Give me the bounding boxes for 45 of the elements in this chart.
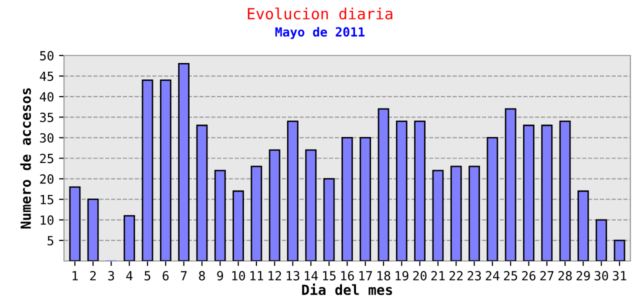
x-tick-label: 7 (180, 271, 187, 280)
x-tick-label: 6 (162, 271, 169, 280)
x-tick-label: 29 (576, 271, 590, 280)
x-tick-label: 26 (522, 271, 536, 280)
x-tick-label: 5 (144, 271, 150, 280)
y-tick-label: 20 (40, 174, 54, 184)
x-tick-label: 8 (199, 271, 205, 280)
x-tick-label: 20 (413, 271, 427, 280)
y-tick-label: 35 (40, 112, 54, 122)
x-tick-label: 2 (90, 271, 96, 280)
chart-subtitle: Mayo de 2011 (275, 26, 365, 40)
y-tick-label: 40 (40, 92, 54, 102)
x-tick-label: 21 (431, 271, 445, 280)
y-tick-label: 45 (40, 72, 54, 82)
x-tick-label: 18 (377, 271, 390, 280)
x-tick-label: 24 (486, 271, 500, 280)
x-tick-label: 25 (504, 271, 518, 280)
y-tick-label: 25 (40, 154, 54, 164)
x-tick-label: 1 (72, 271, 78, 280)
y-tick-label: 50 (40, 51, 54, 60)
x-tick-label: 9 (217, 271, 224, 280)
x-tick-label: 12 (268, 271, 282, 280)
y-tick-label: 5 (48, 236, 54, 246)
x-tick-label: 23 (468, 271, 481, 280)
y-tick-label: 10 (40, 215, 54, 225)
x-tick-label: 17 (359, 271, 372, 280)
y-tick-label: 15 (40, 195, 54, 204)
x-tick-label: 14 (304, 271, 318, 280)
x-tick-label: 10 (232, 271, 245, 280)
x-tick-label: 28 (558, 271, 572, 280)
x-axis-title: Dia del mes (302, 284, 392, 296)
x-tick-label: 30 (594, 271, 608, 280)
x-tick-label: 16 (341, 271, 354, 280)
x-tick-label: 13 (286, 271, 300, 280)
x-tick-label: 4 (126, 271, 133, 280)
y-tick-label: 30 (40, 133, 54, 143)
x-tick-label: 11 (250, 271, 264, 280)
chart-title: Evolucion diaria (248, 8, 392, 20)
x-tick-label: 19 (396, 271, 408, 280)
x-tick-label: 22 (450, 271, 463, 280)
y-axis-title: Numero de accesos (20, 88, 31, 229)
x-tick-label: 15 (323, 271, 336, 280)
x-tick-label: 3 (108, 271, 114, 280)
x-tick-label: 31 (612, 271, 626, 280)
x-tick-label: 27 (540, 271, 554, 280)
